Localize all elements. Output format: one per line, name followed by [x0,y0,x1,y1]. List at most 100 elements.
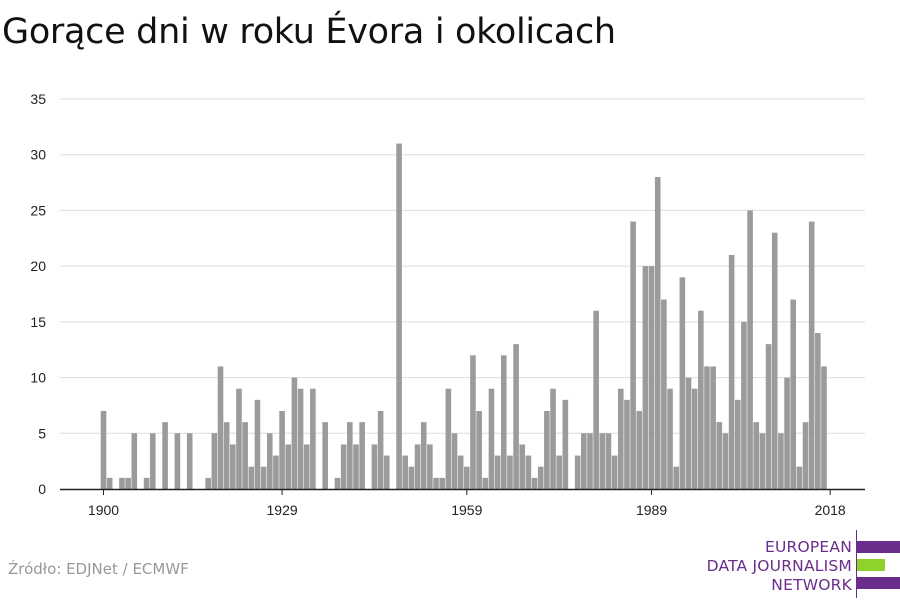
bar-1905 [131,433,138,489]
bar-1903 [119,477,125,489]
edjnet-logo-text: EUROPEAN DATA JOURNALISM NETWORK [707,538,852,595]
bar-1990 [654,177,661,489]
y-tick-label: 5 [38,425,46,441]
bar-1957 [451,433,458,489]
bar-1922 [236,388,242,489]
bar-2010 [778,433,784,489]
bar-1972 [544,411,550,489]
bar-1958 [457,455,464,489]
bar-2003 [734,399,741,489]
logo-bar-green [857,559,885,571]
bar-1914 [186,433,193,489]
bar-1959 [464,466,470,489]
bar-1931 [291,377,298,489]
bar-1948 [396,143,402,489]
bar-2006 [753,422,760,489]
bar-1984 [617,388,624,489]
bar-1980 [593,310,599,489]
bar-1953 [427,444,433,489]
source-note: Źródło: EDJNet / ECMWF [8,560,189,578]
bar-1901 [106,477,113,489]
logo-line-2: DATA JOURNALISM [706,557,852,575]
x-tick-label: 1959 [451,502,482,518]
bar-1927 [266,433,273,489]
y-tick-label: 25 [30,202,46,218]
bar-1910 [162,422,168,489]
bar-1998 [704,366,710,489]
bar-1918 [211,433,218,489]
bar-1992 [667,388,673,489]
bar-1961 [476,411,482,489]
bar-1925 [254,399,261,489]
bar-1982 [605,433,612,489]
bars [100,143,827,489]
bar-2002 [728,255,735,489]
bar-2001 [722,433,729,489]
bar-2007 [759,433,766,489]
bar-1950 [408,466,415,489]
bar-1974 [556,455,562,489]
bar-2008 [765,344,772,489]
bar-1965 [500,355,507,489]
bar-1993 [673,466,679,489]
bar-1971 [537,466,544,489]
bar-1983 [611,455,618,489]
bar-1994 [679,277,686,489]
bar-2005 [747,210,753,489]
y-tick-labels: 0 5 10 15 20 25 30 35 [30,91,46,497]
logo-line-3: NETWORK [771,576,852,594]
bar-1936 [322,422,328,489]
logo-separator [856,530,857,598]
bar-1932 [297,388,304,489]
bar-1929 [279,411,285,489]
bar-1988 [642,266,649,489]
bar-1987 [636,411,643,489]
bar-1995 [685,377,692,489]
bar-1917 [205,477,211,489]
bar-1968 [519,444,526,489]
x-tick-labels: 1900 1929 1959 1989 2018 [88,489,846,518]
bar-1969 [525,455,532,489]
bar-2017 [821,366,827,489]
bar-2000 [716,422,723,489]
bar-2004 [741,321,747,489]
bar-1928 [273,455,279,489]
bar-1920 [223,422,230,489]
logo-bar-purple-bottom [857,577,900,589]
bar-1986 [630,221,636,489]
bar-1907 [143,477,150,489]
bar-1939 [340,444,347,489]
bar-1978 [581,433,587,489]
x-tick-label: 2018 [815,502,846,518]
chart-title: Gorące dni w roku Évora i okolicach [2,12,616,52]
bar-1970 [531,477,538,489]
logo-line-1: EUROPEAN [764,538,852,556]
bar-1956 [445,388,452,489]
bar-1921 [230,444,236,489]
bar-1946 [383,455,390,489]
bar-1973 [550,388,556,489]
bar-1962 [482,477,489,489]
bar-1923 [242,422,248,489]
bar-1952 [420,422,427,489]
gridlines [60,98,865,434]
bar-1941 [353,444,359,489]
y-tick-label: 10 [30,370,46,386]
bar-1963 [488,388,495,489]
bar-1904 [125,477,131,489]
bar-2014 [802,422,809,489]
y-tick-label: 15 [30,314,46,330]
bar-1955 [439,477,445,489]
bar-1964 [494,455,501,489]
bar-2016 [815,333,821,489]
bar-2012 [790,299,796,489]
x-tick-label: 1929 [267,502,298,518]
bar-1960 [470,355,476,489]
bar-1981 [599,433,606,489]
bar-1967 [513,344,519,489]
bar-1979 [587,433,593,489]
bar-1944 [371,444,378,489]
bar-2013 [796,466,803,489]
y-tick-label: 35 [30,91,46,107]
